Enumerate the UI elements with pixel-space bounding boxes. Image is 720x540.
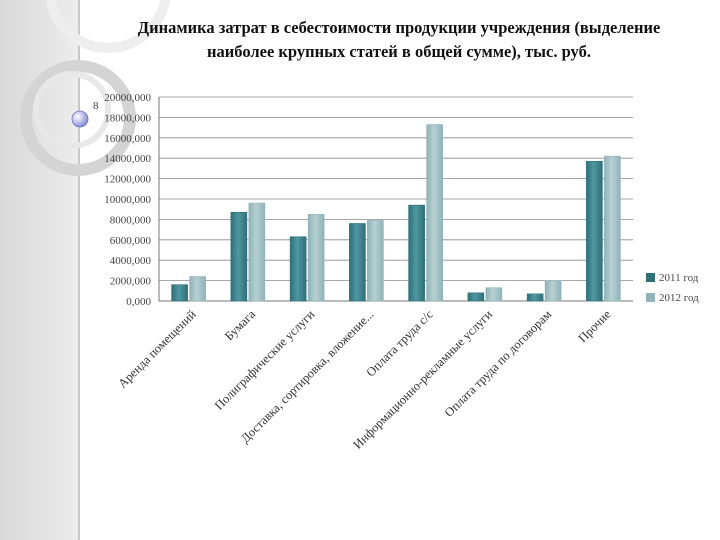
- bar-2011: [586, 160, 603, 302]
- legend-swatch-2012: [646, 293, 655, 302]
- category-label: Аренда помещений: [115, 307, 199, 391]
- y-tick-label: 20000,000: [104, 92, 151, 104]
- bar-2011: [467, 292, 485, 302]
- y-tick-label: 6000,000: [110, 235, 152, 247]
- bar-2012: [367, 220, 384, 302]
- bar-2012: [426, 124, 443, 302]
- legend-label-2012: 2012 год: [659, 292, 699, 304]
- bar-2012: [189, 276, 206, 302]
- y-tick-label: 14000,000: [104, 153, 151, 165]
- category-label: Оплата труда по договорам: [442, 307, 555, 420]
- category-label: Полиграфические услуги: [212, 307, 318, 413]
- bar-2012: [307, 214, 325, 302]
- bar-2011: [408, 204, 425, 302]
- y-tick-label: 18000,000: [104, 112, 151, 124]
- decorative-rings: [20, 0, 171, 176]
- deco-ball: [71, 110, 89, 128]
- y-stray-mark: 8: [93, 100, 99, 112]
- deco-ring-top: [45, 0, 171, 53]
- category-label: Бумага: [222, 307, 258, 343]
- y-tick-label: 2000,000: [110, 276, 152, 288]
- deco-ring-middle: [20, 60, 136, 176]
- bar-2011: [171, 284, 188, 302]
- category-label: Прочие: [576, 307, 614, 345]
- bar-2011: [526, 293, 544, 302]
- legend-swatch-2011: [646, 273, 655, 282]
- bar-2012: [604, 155, 621, 302]
- y-tick-label: 16000,000: [104, 133, 151, 145]
- deco-ring-inner: [33, 71, 111, 149]
- y-tick-label: 12000,000: [104, 174, 151, 186]
- y-tick-label: 4000,000: [110, 255, 152, 267]
- y-tick-label: 8000,000: [110, 214, 152, 226]
- category-label: Доставка, сортировка, вложение...: [238, 307, 376, 445]
- bar-2012: [485, 287, 503, 302]
- y-tick-label: 0,000: [126, 296, 151, 308]
- legend-label-2011: 2011 год: [659, 272, 699, 284]
- y-tick-label: 10000,000: [104, 194, 151, 206]
- bar-2011: [230, 211, 248, 302]
- left-panel-edge: [78, 0, 80, 540]
- chart-title-line-1: Динамика затрат в себестоимости продукци…: [137, 18, 661, 37]
- chart-title-line-2: наиболее крупных статей в общей сумме), …: [207, 42, 591, 61]
- chart-title: Динамика затрат в себестоимости продукци…: [82, 16, 716, 64]
- bar-2012: [248, 202, 266, 302]
- bar-2011: [349, 223, 366, 302]
- bar-2011: [289, 236, 307, 302]
- bar-2012: [544, 280, 562, 302]
